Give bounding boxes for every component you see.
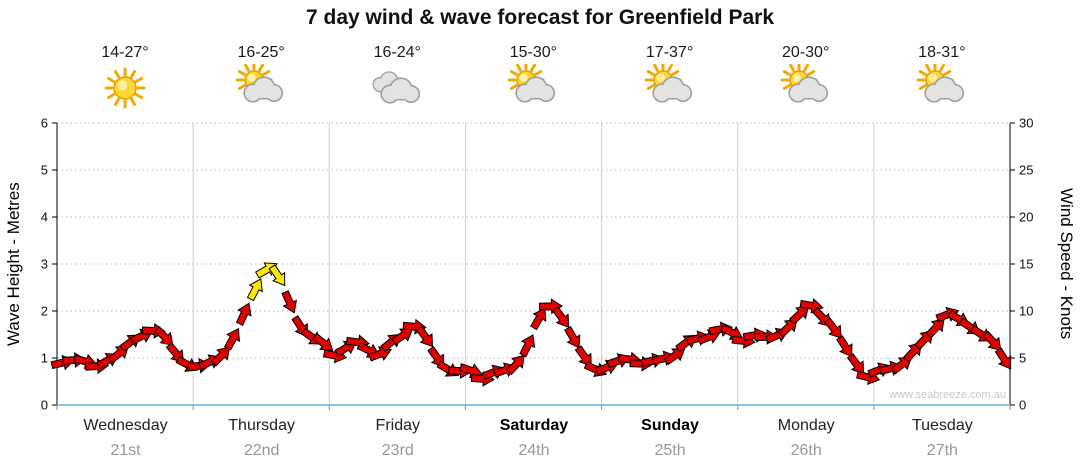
day-label: Thursday (228, 417, 295, 434)
left-tick-label: 1 (41, 351, 48, 366)
wind-arrow (551, 306, 570, 328)
wind-arrow (530, 307, 547, 331)
weather-icon-sun-cloud (465, 62, 601, 116)
wind-arrow (925, 318, 945, 339)
right-tick-label: 25 (1019, 163, 1033, 178)
wind-arrow (789, 305, 810, 325)
wind-arrow (994, 347, 1012, 370)
wind-arrow (153, 326, 174, 346)
date-label: 25th (654, 442, 686, 459)
weather-icon-cloudy (329, 62, 465, 116)
wind-arrow (391, 328, 414, 346)
temperature-range: 20-30° (782, 44, 830, 61)
date-label: 23rd (381, 442, 414, 459)
day-label: Wednesday (83, 417, 168, 434)
right-axis-label: Wind Speed - Knots (1057, 188, 1076, 340)
temperature-range: 14-27° (101, 44, 149, 61)
wind-arrows (50, 262, 1012, 387)
cloudy-icon (372, 71, 421, 104)
wind-arrow (564, 325, 581, 349)
date-label: 27th (926, 442, 958, 459)
sun-cloud-icon (780, 64, 828, 103)
wind-arrow (519, 334, 536, 358)
wind-arrow (281, 290, 298, 314)
weather-icon-sun-cloud (738, 62, 874, 116)
right-tick-label: 10 (1019, 304, 1033, 319)
date-label: 26th (790, 442, 822, 459)
day-label: Tuesday (911, 417, 973, 434)
sunny-icon (104, 67, 146, 109)
wind-arrow (663, 348, 686, 366)
day-label: Monday (777, 417, 835, 434)
wind-arrow (268, 264, 286, 287)
wind-arrow (823, 317, 842, 339)
weather-icon-sun-cloud (602, 62, 738, 116)
sun-cloud-icon (644, 64, 692, 103)
right-tick-label: 0 (1019, 398, 1026, 413)
watermark: www.seabreeze.com.au (889, 389, 1006, 401)
sun-cloud-icon (916, 64, 964, 103)
wind-arrow (223, 327, 241, 351)
left-tick-label: 4 (41, 210, 48, 225)
wind-arrow (210, 346, 231, 367)
day-label: Saturday (499, 417, 569, 434)
right-tick-label: 30 (1019, 116, 1033, 131)
temperature-range: 18-31° (918, 44, 966, 61)
left-tick-label: 2 (41, 304, 48, 319)
day-label: Friday (375, 417, 420, 434)
wind-arrow (505, 354, 525, 376)
right-tick-label: 5 (1019, 351, 1026, 366)
temperature-range: 17-37° (645, 44, 694, 61)
left-axis-label: Wave Height - Metres (4, 182, 23, 346)
wind-arrow (415, 325, 434, 348)
weather-icon-sun-cloud (874, 62, 1010, 116)
wind-arrow (777, 318, 798, 338)
left-tick-label: 3 (41, 257, 48, 272)
date-label: 22nd (243, 442, 280, 459)
temperature-range: 16-24° (373, 44, 421, 61)
left-tick-label: 5 (41, 163, 48, 178)
wind-arrow (246, 278, 263, 302)
page-title: 7 day wind & wave forecast for Greenfiel… (306, 6, 774, 29)
left-tick-label: 6 (41, 116, 48, 131)
day-label: Sunday (641, 417, 699, 434)
wind-arrow (982, 330, 1002, 351)
left-tick-label: 0 (41, 398, 48, 413)
sun-cloud-icon (507, 64, 556, 103)
wind-arrow (574, 345, 592, 367)
weather-icon-sunny (57, 62, 193, 116)
wind-arrow (836, 335, 853, 358)
date-label: 21st (110, 442, 141, 459)
date-label: 24th (518, 442, 550, 459)
weather-icon-sun-cloud (193, 62, 329, 116)
temperature-range: 15-30° (509, 44, 558, 61)
wind-arrow (890, 356, 913, 375)
sun-cloud-icon (235, 64, 284, 103)
wind-arrow (235, 302, 252, 326)
right-tick-label: 15 (1019, 257, 1033, 272)
right-tick-label: 20 (1019, 210, 1033, 225)
temperature-range: 16-25° (237, 44, 285, 61)
